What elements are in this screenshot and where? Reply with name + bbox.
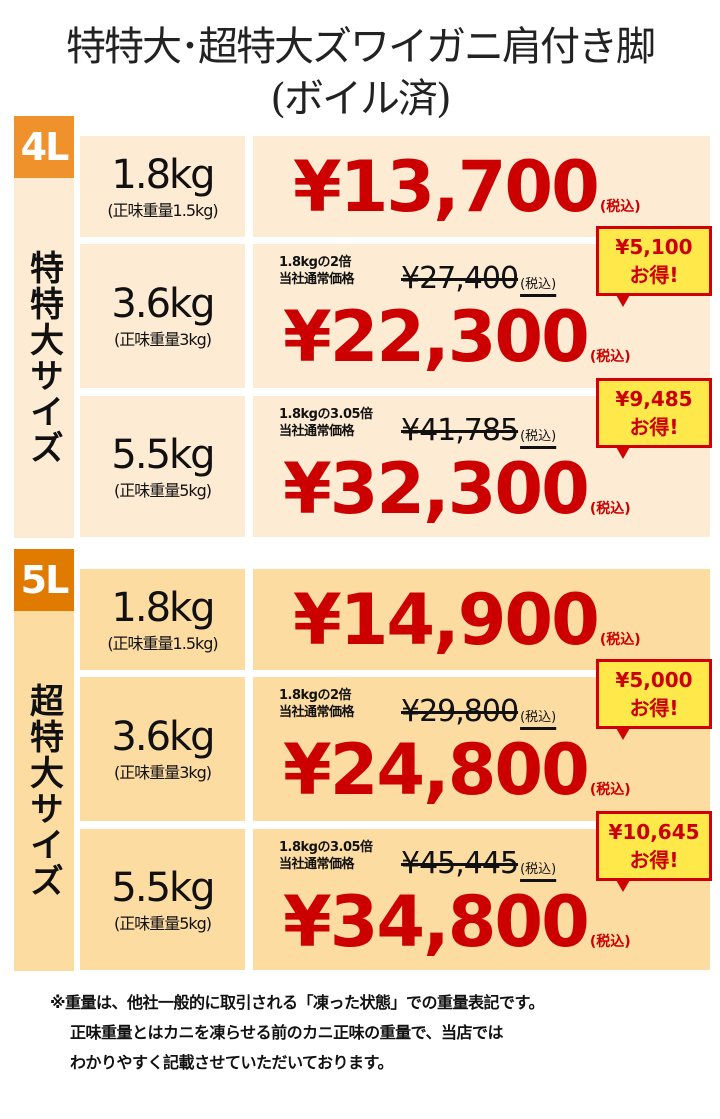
savings-amount: ¥10,645 xyxy=(608,820,700,844)
price-cell: 1.8kgの3.05倍 当社通常価格 ¥45,445 (税込) ¥34,800 (税込) ¥… xyxy=(253,811,712,970)
tax-label: (税込) xyxy=(520,429,557,444)
price-value: ¥32,300 xyxy=(283,448,590,530)
regular-price: ¥45,445 (税込) xyxy=(401,849,556,879)
weight-cell: 3.6kg (正味重量3kg) xyxy=(80,677,245,821)
footnote-line: ※重量は、他社一般的に取引される「凍った状態」での重量表記です。 xyxy=(50,993,544,1012)
savings-callout: ¥10,645 お得! xyxy=(596,811,712,892)
weight: 3.6kg xyxy=(111,714,215,760)
weight: 5.5kg xyxy=(111,864,215,911)
net-weight: (正味重量3kg) xyxy=(113,330,212,349)
weight-cell: 5.5kg (正味重量5kg) xyxy=(80,829,245,970)
footnote-line: 正味重量とはカニを凍らせる前のカニ正味の重量で、当店では xyxy=(70,1023,504,1042)
savings-text: お得! xyxy=(629,848,679,872)
multiplier-note: 1.8kgの3.05倍 当社通常価格 xyxy=(279,406,373,440)
tax-label: (税込) xyxy=(589,782,631,798)
weight: 1.8kg xyxy=(111,584,215,631)
weight-cell: 5.5kg (正味重量5kg) xyxy=(80,396,245,537)
weight: 1.8kg xyxy=(111,151,215,198)
regular-price-value: ¥41,785 xyxy=(401,413,519,448)
net-weight: (正味重量1.5kg) xyxy=(107,633,218,653)
net-weight: (正味重量3kg) xyxy=(113,763,212,782)
savings-amount: ¥5,000 xyxy=(615,668,693,692)
footnote-line: わかりやすく記載させていただいております。 xyxy=(70,1053,393,1072)
size-label-column: 特特大サイズ xyxy=(14,178,74,538)
grade-badge: 4L xyxy=(14,116,74,178)
price-value: ¥14,900 xyxy=(293,579,600,661)
price-cell: ¥13,700 (税込) xyxy=(253,136,710,237)
regular-price-label: 当社通常価格 xyxy=(279,272,355,287)
multiplier-note: 1.8kgの3.05倍 当社通常価格 xyxy=(279,839,373,873)
multiplier: 1.8kgの2倍 xyxy=(279,255,352,270)
price-value: ¥22,300 xyxy=(283,296,590,378)
weight: 5.5kg xyxy=(111,431,215,478)
footnote: ※重量は、他社一般的に取引される「凍った状態」での重量表記です。 正味重量とはカ… xyxy=(50,988,544,1078)
tax-label: (税込) xyxy=(589,501,631,517)
regular-price-label: 当社通常価格 xyxy=(279,857,355,872)
regular-price: ¥41,785 (税込) xyxy=(401,416,556,446)
net-weight: (正味重量1.5kg) xyxy=(107,200,218,220)
regular-price-value: ¥45,445 xyxy=(401,846,519,881)
multiplier-note: 1.8kgの2倍 当社通常価格 xyxy=(279,687,355,721)
weight: 3.6kg xyxy=(111,281,215,327)
page-title: 特特大･超特大ズワイガニ肩付き脚 xyxy=(66,24,656,70)
weight-cell: 1.8kg (正味重量1.5kg) xyxy=(80,569,245,670)
regular-price-label: 当社通常価格 xyxy=(279,424,355,439)
weight-cell: 3.6kg (正味重量3kg) xyxy=(80,244,245,388)
sale-price: ¥32,300 (税込) xyxy=(283,454,631,524)
savings-amount: ¥9,485 xyxy=(615,387,693,411)
price-value: ¥13,700 xyxy=(293,146,600,228)
tax-label: (税込) xyxy=(589,349,631,365)
tax-label: (税込) xyxy=(599,199,641,215)
price-cell: 1.8kgの2倍 当社通常価格 ¥27,400 (税込) ¥22,300 (税込) ¥5,1… xyxy=(253,226,712,388)
regular-price-value: ¥27,400 xyxy=(401,261,519,296)
tax-label: (税込) xyxy=(599,632,641,648)
savings-callout: ¥5,000 お得! xyxy=(596,659,712,740)
price-value: ¥34,800 xyxy=(283,881,590,963)
savings-amount: ¥5,100 xyxy=(615,235,693,259)
regular-price-label: 当社通常価格 xyxy=(279,705,355,720)
tax-label: (税込) xyxy=(520,277,557,292)
page-subtitle: (ボイル済) xyxy=(270,76,451,122)
price-value: ¥24,800 xyxy=(283,729,590,811)
price-cell: ¥14,900 (税込) xyxy=(253,569,710,670)
multiplier: 1.8kgの2倍 xyxy=(279,688,352,703)
multiplier-note: 1.8kgの2倍 当社通常価格 xyxy=(279,254,355,288)
savings-text: お得! xyxy=(629,263,679,287)
net-weight: (正味重量5kg) xyxy=(113,913,212,933)
regular-price: ¥29,800 (税込) xyxy=(401,697,556,727)
savings-text: お得! xyxy=(629,415,679,439)
sale-price: ¥34,800 (税込) xyxy=(283,887,631,957)
savings-text: お得! xyxy=(629,696,679,720)
size-label-column: 超特大サイズ xyxy=(14,611,74,971)
size-label: 特特大サイズ xyxy=(23,250,64,466)
price-cell: 1.8kgの2倍 当社通常価格 ¥29,800 (税込) ¥24,800 (税込) ¥5,0… xyxy=(253,659,712,821)
tax-label: (税込) xyxy=(520,862,557,877)
savings-callout: ¥5,100 お得! xyxy=(596,226,712,307)
tax-label: (税込) xyxy=(589,934,631,950)
multiplier: 1.8kgの3.05倍 xyxy=(279,407,373,422)
grade-badge: 5L xyxy=(14,549,74,611)
sale-price: ¥14,900 (税込) xyxy=(293,585,641,655)
multiplier: 1.8kgの3.05倍 xyxy=(279,840,373,855)
sale-price: ¥22,300 (税込) xyxy=(283,302,631,372)
net-weight: (正味重量5kg) xyxy=(113,480,212,500)
sale-price: ¥24,800 (税込) xyxy=(283,735,631,805)
tax-label: (税込) xyxy=(520,710,557,725)
price-cell: 1.8kgの3.05倍 当社通常価格 ¥41,785 (税込) ¥32,300 (税込) ¥… xyxy=(253,378,712,537)
sale-price: ¥13,700 (税込) xyxy=(293,152,641,222)
regular-price: ¥27,400 (税込) xyxy=(401,264,556,294)
regular-price-value: ¥29,800 xyxy=(401,694,519,729)
weight-cell: 1.8kg (正味重量1.5kg) xyxy=(80,136,245,237)
size-label: 超特大サイズ xyxy=(23,683,64,899)
savings-callout: ¥9,485 お得! xyxy=(596,378,712,459)
